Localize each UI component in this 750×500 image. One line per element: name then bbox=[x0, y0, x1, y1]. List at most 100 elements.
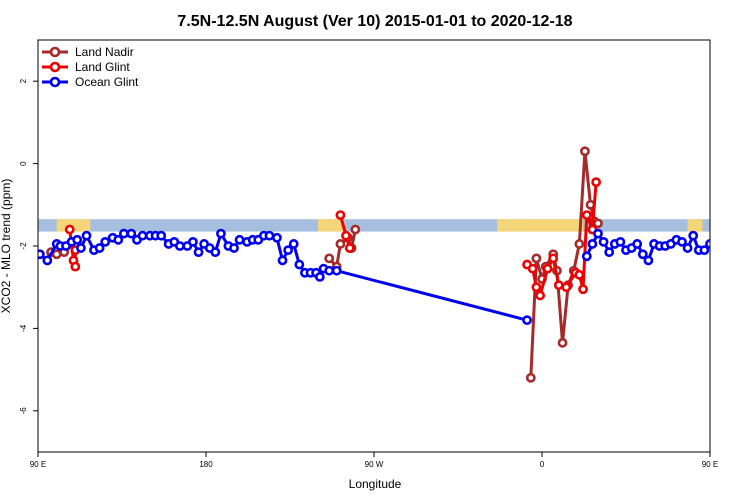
x-tick-label: 90 E bbox=[30, 460, 46, 469]
band-layer bbox=[38, 219, 750, 232]
data-point bbox=[581, 251, 592, 262]
series-line bbox=[38, 232, 528, 322]
data-point bbox=[574, 269, 585, 280]
data-point bbox=[156, 230, 167, 241]
data-point bbox=[350, 224, 361, 235]
data-point bbox=[294, 259, 305, 270]
data-point bbox=[324, 265, 335, 276]
data-point bbox=[283, 245, 294, 256]
data-point bbox=[272, 232, 282, 243]
data-point bbox=[682, 243, 693, 253]
land-band-segment bbox=[721, 219, 750, 231]
data-point bbox=[188, 236, 198, 247]
data-point bbox=[718, 236, 725, 243]
data-point bbox=[557, 337, 568, 348]
data-point bbox=[729, 230, 736, 237]
x-tick-label: 90 E bbox=[702, 460, 718, 469]
x-tick-label: 90 W bbox=[365, 460, 384, 469]
data-point bbox=[578, 284, 588, 295]
data-point bbox=[264, 230, 275, 241]
x-tick-label: 0 bbox=[540, 460, 545, 469]
data-point bbox=[137, 230, 148, 241]
data-point bbox=[216, 228, 226, 239]
data-point bbox=[561, 282, 572, 293]
data-point bbox=[72, 234, 83, 245]
data-point bbox=[535, 290, 546, 301]
data-point bbox=[42, 255, 53, 266]
data-point bbox=[81, 230, 92, 241]
data-point bbox=[734, 236, 741, 243]
data-point bbox=[574, 239, 585, 249]
series-land-nadir bbox=[46, 146, 730, 383]
legend-item: Land Nadir bbox=[42, 45, 134, 59]
chart-title: 7.5N-12.5N August (Ver 10) 2015-01-01 to… bbox=[177, 13, 572, 30]
data-point bbox=[591, 177, 602, 188]
legend-swatch-marker bbox=[49, 46, 61, 58]
data-point bbox=[522, 315, 532, 326]
data-point bbox=[723, 230, 730, 237]
ocean-band bbox=[38, 219, 710, 232]
data-point bbox=[51, 249, 62, 260]
data-point bbox=[38, 249, 45, 260]
data-point bbox=[604, 247, 615, 258]
data-point bbox=[335, 239, 346, 249]
data-point bbox=[229, 243, 239, 253]
data-point bbox=[277, 255, 288, 266]
y-axis-label: XCO2 - MLO trend (ppm) bbox=[0, 179, 13, 314]
data-point bbox=[341, 230, 351, 241]
x-tick-label: 180 bbox=[199, 460, 213, 469]
data-point bbox=[118, 228, 129, 239]
data-point bbox=[193, 247, 204, 258]
data-point bbox=[723, 234, 730, 241]
data-point bbox=[712, 234, 719, 241]
y-tick-label: 2 bbox=[19, 78, 28, 83]
axis-layer: 90 E 180 90 W 0 90 E -6 -4 -2 0 2 bbox=[19, 78, 718, 469]
y-tick-label: 0 bbox=[19, 161, 28, 166]
data-point bbox=[234, 234, 245, 245]
data-point bbox=[70, 261, 81, 272]
data-point bbox=[331, 265, 342, 276]
y-tick-label: -4 bbox=[19, 324, 28, 332]
data-point bbox=[677, 236, 687, 247]
y-tick-label: -6 bbox=[19, 407, 28, 415]
x-axis-label: Longitude bbox=[349, 477, 402, 491]
data-point bbox=[76, 243, 86, 253]
data-point bbox=[615, 236, 626, 247]
data-point bbox=[593, 228, 603, 239]
legend-label: Land Nadir bbox=[75, 45, 134, 59]
data-point bbox=[314, 271, 325, 282]
data-point bbox=[344, 243, 355, 253]
data-point bbox=[587, 239, 598, 249]
data-point bbox=[527, 263, 538, 274]
legend-swatch-marker bbox=[49, 61, 61, 73]
data-point bbox=[100, 236, 111, 247]
legend-item: Ocean Glint bbox=[42, 75, 139, 89]
data-point bbox=[637, 249, 648, 260]
legend-swatch-marker bbox=[49, 76, 61, 88]
plot-frame bbox=[37, 39, 711, 453]
data-point bbox=[542, 263, 553, 274]
data-point bbox=[632, 239, 643, 249]
y-tick-label: -2 bbox=[19, 242, 28, 250]
land-band-segment bbox=[687, 219, 703, 232]
data-point bbox=[699, 245, 710, 256]
data-point bbox=[531, 253, 542, 264]
data-point bbox=[525, 372, 536, 383]
data-point bbox=[548, 253, 559, 264]
legend-label: Land Glint bbox=[75, 60, 130, 74]
data-point bbox=[210, 247, 221, 258]
data-point bbox=[705, 239, 710, 249]
data-point bbox=[580, 146, 590, 157]
data-point bbox=[64, 224, 75, 235]
data-point bbox=[598, 236, 609, 247]
data-point bbox=[113, 234, 124, 245]
land-band-segment bbox=[497, 219, 584, 232]
data-point bbox=[531, 282, 542, 293]
data-point bbox=[553, 280, 564, 291]
series-ocean-glint bbox=[38, 228, 741, 326]
data-point bbox=[288, 239, 299, 249]
data-point bbox=[324, 253, 335, 264]
data-point bbox=[581, 210, 592, 220]
